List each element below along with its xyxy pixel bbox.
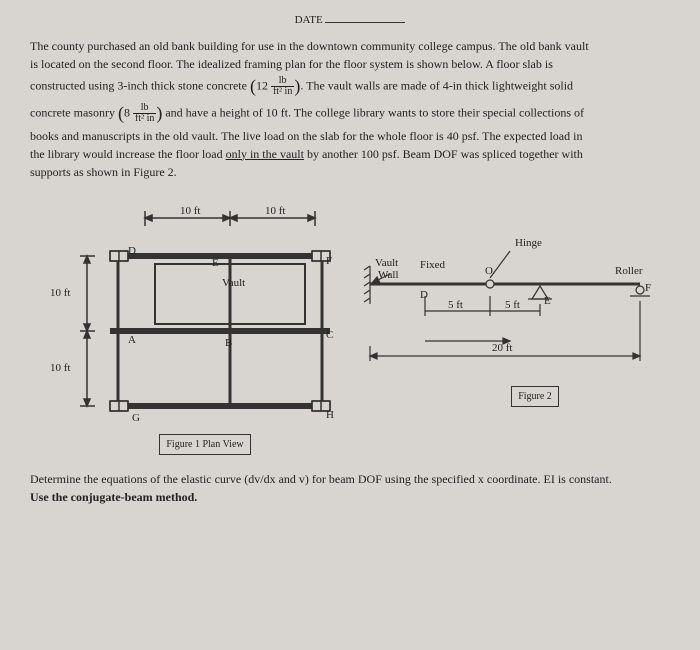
figure-2: Hinge Fixed Roller D O E F 5 ft 5 ft 20 … xyxy=(360,196,660,455)
figure-1-svg: 10 ft 10 ft 10 ft 10 ft D E F A B C G H … xyxy=(30,196,340,456)
figure-2-svg: Hinge Fixed Roller D O E F 5 ft 5 ft 20 … xyxy=(360,196,660,406)
date-header: DATE xyxy=(30,12,670,29)
line6: the library would increase the floor loa… xyxy=(30,145,670,163)
date-label: DATE xyxy=(295,14,323,26)
figures-row: 10 ft 10 ft 10 ft 10 ft D E F A B C G H … xyxy=(30,196,670,455)
line7: supports as shown in Figure 2. xyxy=(30,163,670,181)
svg-text:Roller: Roller xyxy=(615,265,643,277)
svg-text:A: A xyxy=(128,334,136,346)
svg-text:O: O xyxy=(485,265,493,277)
line1: The county purchased an old bank buildin… xyxy=(30,37,670,55)
svg-text:F: F xyxy=(326,255,332,267)
svg-text:F: F xyxy=(645,282,651,294)
question-line-1: Determine the equations of the elastic c… xyxy=(30,470,670,488)
svg-text:B: B xyxy=(225,337,232,349)
date-underline xyxy=(325,22,405,23)
svg-text:Wall: Wall xyxy=(378,269,399,281)
fraction-2: lb ft² in xyxy=(133,103,156,124)
svg-text:10 ft: 10 ft xyxy=(265,205,285,217)
svg-text:E: E xyxy=(212,257,219,269)
svg-text:5 ft: 5 ft xyxy=(448,299,463,311)
svg-text:Vault: Vault xyxy=(222,277,245,289)
line3: constructed using 3-inch thick stone con… xyxy=(30,73,670,100)
svg-text:Vault: Vault xyxy=(375,257,398,269)
svg-text:10 ft: 10 ft xyxy=(50,287,70,299)
svg-text:C: C xyxy=(326,329,333,341)
figure-1-title: Figure 1 Plan View xyxy=(159,434,250,455)
svg-text:5 ft: 5 ft xyxy=(505,299,520,311)
figure-2-title: Figure 2 xyxy=(511,386,559,407)
svg-text:Hinge: Hinge xyxy=(515,237,542,249)
svg-text:D: D xyxy=(128,245,136,257)
svg-text:G: G xyxy=(132,412,140,424)
fraction-1: lb ft² in xyxy=(271,76,294,97)
line5: books and manuscripts in the old vault. … xyxy=(30,127,670,145)
line4: concrete masonry (8 lb ft² in ) and have… xyxy=(30,100,670,127)
question-block: Determine the equations of the elastic c… xyxy=(30,470,670,506)
svg-text:Fixed: Fixed xyxy=(420,259,446,271)
svg-text:10 ft: 10 ft xyxy=(180,205,200,217)
svg-text:E: E xyxy=(544,295,551,307)
paragraph-block: The county purchased an old bank buildin… xyxy=(30,37,670,181)
svg-text:20 ft: 20 ft xyxy=(492,342,512,354)
svg-text:D: D xyxy=(420,289,428,301)
line2: is located on the second floor. The idea… xyxy=(30,55,670,73)
question-line-2: Use the conjugate-beam method. xyxy=(30,488,670,506)
figure-1: 10 ft 10 ft 10 ft 10 ft D E F A B C G H … xyxy=(30,196,340,455)
svg-text:H: H xyxy=(326,409,334,421)
svg-text:10 ft: 10 ft xyxy=(50,362,70,374)
